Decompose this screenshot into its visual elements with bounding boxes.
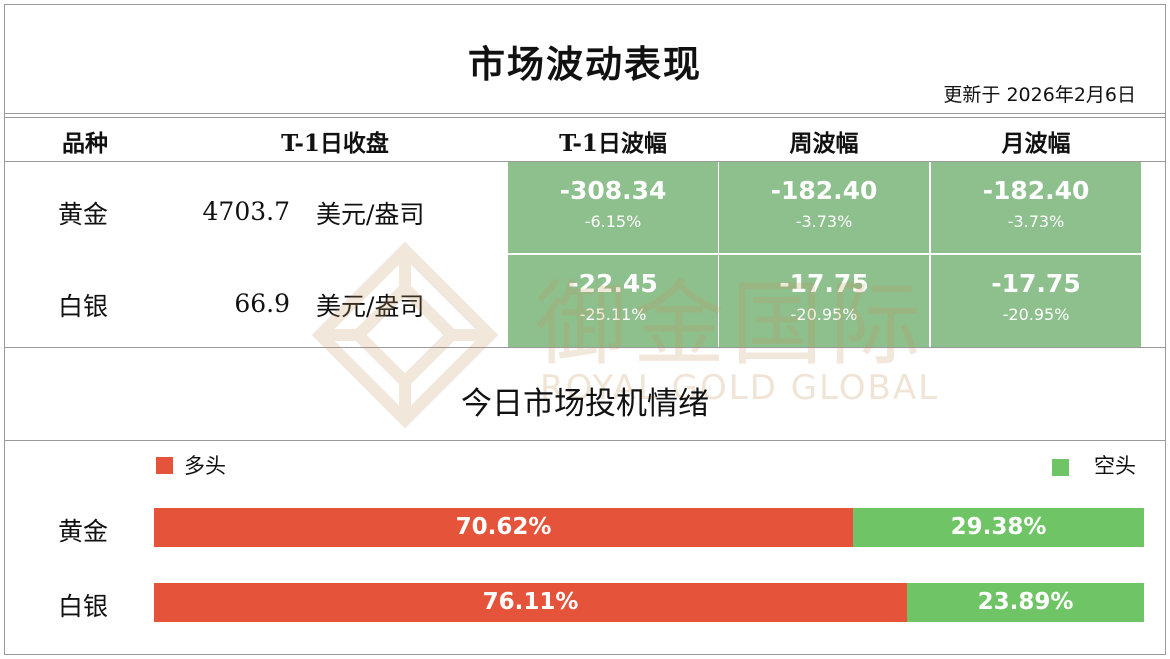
range-percent: -25.11% [579, 305, 647, 324]
divider [4, 347, 1166, 348]
card-frame [4, 4, 1166, 655]
header-t1-range: T-1日波幅 [559, 130, 667, 157]
updated-date: 更新于 2026年2月6日 [943, 84, 1136, 106]
watermark-subtext: ROYAL GOLD GLOBAL [540, 368, 940, 408]
legend-short-swatch [1052, 459, 1069, 476]
range-value: -17.75 [991, 269, 1081, 298]
legend-long-label: 多头 [184, 454, 226, 478]
close-unit: 美元/盎司 [316, 292, 425, 321]
long-bar: 70.62% [154, 508, 853, 547]
divider [4, 161, 1166, 162]
month-range-cell: -182.40 -3.73% [931, 162, 1141, 253]
range-percent: -6.15% [584, 212, 642, 231]
header-week-range: 周波幅 [789, 130, 859, 157]
close-value: 4703.7 [202, 197, 290, 226]
legend-short-label: 空头 [1094, 454, 1136, 478]
short-bar: 29.38% [853, 508, 1144, 547]
range-percent: -3.73% [795, 212, 853, 231]
range-percent: -3.73% [1007, 212, 1065, 231]
range-value: -22.45 [568, 269, 658, 298]
divider [4, 440, 1166, 441]
row-name: 白银 [58, 292, 109, 321]
sentiment-row-label: 白银 [58, 592, 109, 621]
long-bar: 76.11% [154, 583, 907, 622]
sentiment-row-label: 黄金 [58, 517, 109, 546]
t1-range-cell: -308.34 -6.15% [508, 162, 718, 253]
range-value: -182.40 [982, 176, 1090, 205]
t1-range-cell: -22.45 -25.11% [508, 255, 718, 347]
legend-long-swatch [156, 457, 173, 474]
range-value: -17.75 [779, 269, 869, 298]
header-close: T-1日收盘 [281, 130, 389, 157]
close-unit: 美元/盎司 [316, 200, 425, 229]
watermark-text: 御金国际 [535, 271, 928, 378]
header-variety: 品种 [62, 130, 108, 157]
divider [4, 113, 1166, 114]
range-percent: -20.95% [1002, 305, 1070, 324]
range-percent: -20.95% [790, 305, 858, 324]
row-name: 黄金 [58, 200, 109, 229]
week-range-cell: -182.40 -3.73% [719, 162, 929, 253]
month-range-cell: -17.75 -20.95% [931, 255, 1141, 347]
close-value: 66.9 [234, 289, 290, 318]
page-title: 市场波动表现 [468, 42, 702, 86]
divider [4, 117, 1166, 118]
sentiment-title: 今日市场投机情绪 [461, 386, 709, 422]
header-month-range: 月波幅 [1001, 130, 1071, 157]
short-bar: 23.89% [907, 583, 1144, 622]
range-value: -308.34 [559, 176, 667, 205]
week-range-cell: -17.75 -20.95% [719, 255, 929, 347]
range-value: -182.40 [770, 176, 878, 205]
